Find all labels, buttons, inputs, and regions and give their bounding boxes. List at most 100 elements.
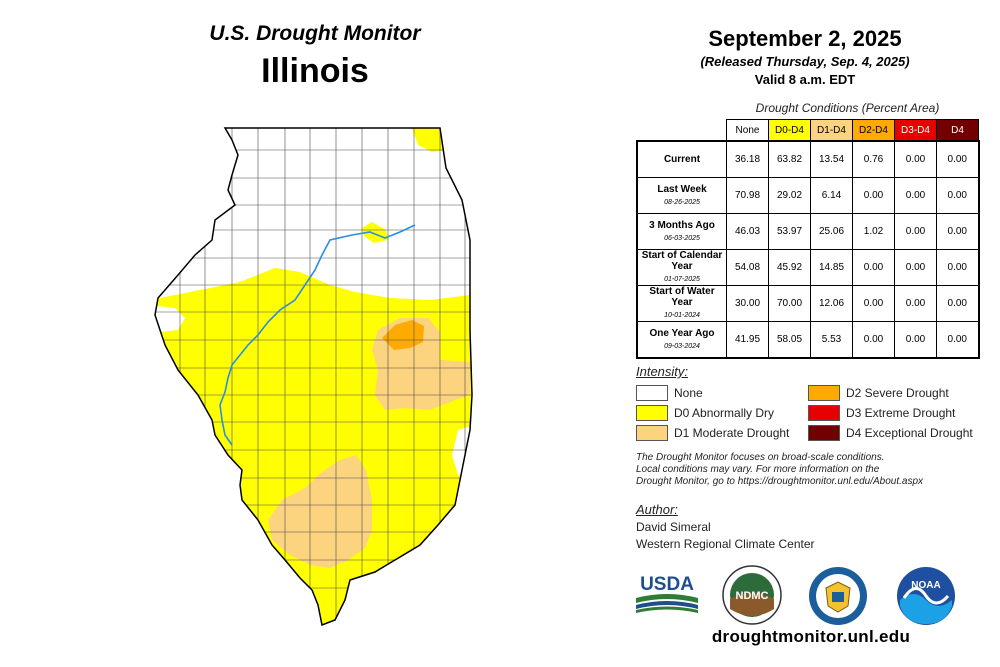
table-cell: 1.02 xyxy=(852,213,895,250)
row-date: 09-03-2024 xyxy=(664,342,700,350)
author-heading: Author: xyxy=(636,502,678,517)
map-title-state: Illinois xyxy=(261,52,369,90)
legend-swatch-d1 xyxy=(636,425,668,441)
table-cell: 36.18 xyxy=(726,140,769,178)
table-cell: 0.00 xyxy=(936,249,979,286)
table-cell: 0.00 xyxy=(936,285,979,322)
col-header: D1-D4 xyxy=(810,119,853,142)
svg-text:NDMC: NDMC xyxy=(736,590,769,602)
table-cell: 63.82 xyxy=(768,140,811,178)
table-cell: 0.00 xyxy=(894,140,937,178)
row-date: 10-01-2024 xyxy=(664,312,700,319)
table-cell: 30.00 xyxy=(726,285,769,322)
table-cell: 13.54 xyxy=(810,140,853,178)
release-date: (Released Thursday, Sep. 4, 2025) xyxy=(700,54,910,69)
table-row: Current 36.18 63.82 13.54 0.76 0.00 0.00 xyxy=(636,140,979,178)
table-cell: 0.00 xyxy=(852,177,895,214)
table-cell: 70.98 xyxy=(726,177,769,214)
col-header: D4 xyxy=(936,119,979,142)
row-label: Start of Water Year xyxy=(649,286,715,308)
table-row: Last Week 08-26-2025 70.98 29.02 6.14 0.0… xyxy=(636,177,979,214)
usda-logo: USDA xyxy=(636,574,698,613)
table-cell: 0.00 xyxy=(894,321,937,359)
row-date: 01-07-2025 xyxy=(664,276,700,283)
legend-label: None xyxy=(674,386,703,400)
d1-region-south xyxy=(268,455,372,568)
table-cell: 58.05 xyxy=(768,321,811,359)
table-cell: 0.00 xyxy=(936,213,979,250)
legend-swatch-d3 xyxy=(808,405,840,421)
d2-region xyxy=(382,320,424,350)
department-of-commerce-seal xyxy=(809,567,867,625)
table-cell: 29.02 xyxy=(768,177,811,214)
table-cell: 0.00 xyxy=(894,249,937,286)
illinois-river xyxy=(219,224,416,446)
legend-title: Intensity: xyxy=(636,364,689,379)
legend-swatch-d0 xyxy=(636,405,668,421)
noaa-logo: NOAA xyxy=(897,567,955,625)
table-cell: 0.00 xyxy=(852,321,895,359)
table-cell: 0.76 xyxy=(852,140,895,178)
row-label: Start of Calendar Year xyxy=(641,250,723,272)
legend-label: D3 Extreme Drought xyxy=(846,406,956,420)
d0-region-small xyxy=(362,222,388,243)
row-label: 3 Months Ago xyxy=(649,219,715,231)
table-cell: 14.85 xyxy=(810,249,853,286)
table-cell: 6.14 xyxy=(810,177,853,214)
note-line: The Drought Monitor focuses on broad-sca… xyxy=(636,452,885,463)
ndmc-logo: NDMC xyxy=(722,565,782,625)
col-header: D3-D4 xyxy=(894,119,937,142)
d0-region-north xyxy=(412,128,446,152)
table-cell: 53.97 xyxy=(768,213,811,250)
legend-label: D0 Abnormally Dry xyxy=(674,406,775,420)
table-cell: 70.00 xyxy=(768,285,811,322)
website-url[interactable]: droughtmonitor.unl.edu xyxy=(711,627,911,646)
table-cell: 0.00 xyxy=(852,249,895,286)
table-caption: Drought Conditions (Percent Area) xyxy=(755,101,940,115)
row-label: One Year Ago xyxy=(649,327,715,339)
table-cell: 0.00 xyxy=(936,140,979,178)
legend-label: D2 Severe Drought xyxy=(846,386,949,400)
table-cell: 54.08 xyxy=(726,249,769,286)
col-header: D2-D4 xyxy=(852,119,895,142)
drought-conditions-table: None D0-D4 D1-D4 D2-D4 D3-D4 D4 Current … xyxy=(636,119,980,359)
author-org: Western Regional Climate Center xyxy=(636,537,815,551)
illinois-drought-map xyxy=(154,127,473,626)
col-header: None xyxy=(726,119,769,142)
valid-time: Valid 8 a.m. EDT xyxy=(754,72,856,87)
table-row: Start of Calendar Year 01-07-2025 54.08 4… xyxy=(636,249,979,286)
table-cell: 25.06 xyxy=(810,213,853,250)
table-row: Start of Water Year 10-01-2024 30.00 70.0… xyxy=(636,285,979,322)
table-cell: 0.00 xyxy=(894,177,937,214)
note-line: Drought Monitor, go to https://droughtmo… xyxy=(636,476,924,487)
legend-label: D4 Exceptional Drought xyxy=(846,426,973,440)
legend-swatch-d2 xyxy=(808,385,840,401)
row-label: Current xyxy=(663,154,701,165)
disclaimer-note: The Drought Monitor focuses on broad-sca… xyxy=(636,452,996,488)
table-cell: 46.03 xyxy=(726,213,769,250)
map-date: September 2, 2025 xyxy=(708,26,902,51)
legend-swatch-none xyxy=(636,385,668,401)
d0-region-main xyxy=(155,268,472,625)
table-row: 3 Months Ago 06-03-2025 46.03 53.97 25.06… xyxy=(636,213,979,250)
col-header: D0-D4 xyxy=(768,119,811,142)
svg-text:USDA: USDA xyxy=(640,574,694,595)
legend-label: D1 Moderate Drought xyxy=(674,426,790,440)
table-cell: 5.53 xyxy=(810,321,853,359)
table-cell: 41.95 xyxy=(726,321,769,359)
map-title-line1: U.S. Drought Monitor xyxy=(209,22,421,45)
row-date: 08-26-2025 xyxy=(664,198,700,206)
table-cell: 0.00 xyxy=(936,177,979,214)
row-date: 06-03-2025 xyxy=(664,234,700,242)
row-label: Last Week xyxy=(657,183,707,195)
note-line: Local conditions may vary. For more info… xyxy=(636,464,880,475)
table-cell: 0.00 xyxy=(936,321,979,359)
svg-text:NOAA: NOAA xyxy=(911,580,940,591)
table-cell: 45.92 xyxy=(768,249,811,286)
legend-swatch-d4 xyxy=(808,425,840,441)
table-row: One Year Ago 09-03-2024 41.95 58.05 5.53 … xyxy=(636,321,979,359)
table-cell: 12.06 xyxy=(810,285,853,322)
table-cell: 0.00 xyxy=(852,285,895,322)
table-cell: 0.00 xyxy=(894,213,937,250)
table-cell: 0.00 xyxy=(894,285,937,322)
